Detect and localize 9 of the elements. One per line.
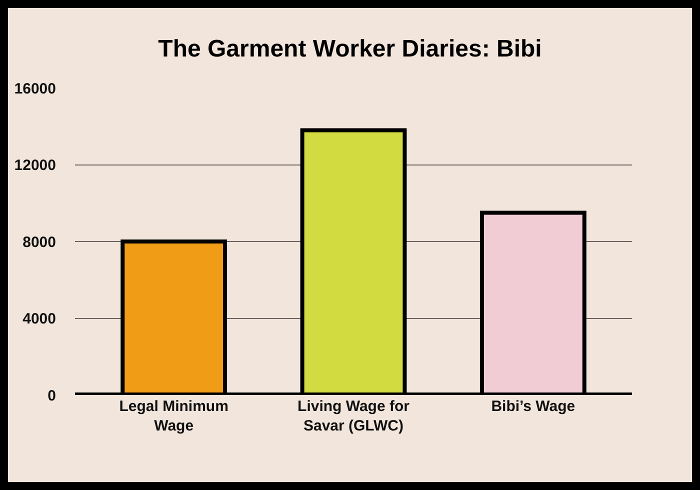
- y-tick-label: 8000: [22, 234, 56, 251]
- y-tick-label: 12000: [14, 157, 56, 174]
- x-tick-label: Bibi’s Wage: [491, 398, 576, 415]
- y-tick-label: 0: [48, 387, 56, 404]
- chart-title: The Garment Worker Diaries: Bibi: [158, 35, 542, 62]
- x-tick-label: Living Wage for Savar (GLWC): [298, 398, 410, 434]
- x-tick-label: Legal Minimum Wage: [119, 398, 228, 434]
- y-tick-label: 4000: [22, 310, 56, 328]
- y-tick-label: 16000: [14, 80, 56, 98]
